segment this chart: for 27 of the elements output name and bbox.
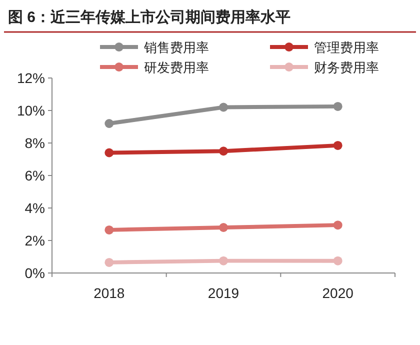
point [104,225,114,234]
point [104,258,114,267]
point [219,223,228,232]
x-tick-label: 2020 [322,285,354,301]
point [333,256,342,266]
x-tick-label: 2018 [94,285,125,301]
y-tick-label: 10% [16,102,45,118]
point [219,146,228,156]
y-tick-label: 4% [24,200,45,216]
y-tick-label: 2% [24,232,45,248]
y-tick-label: 8% [24,135,45,151]
y-tick-label: 6% [24,168,45,184]
legend-label: 管理费用率 [314,40,379,55]
point [333,140,342,150]
x-tick-label: 2019 [208,285,240,301]
point [219,256,228,266]
legend-label: 财务费用率 [314,60,379,75]
point [104,148,114,158]
point [104,119,114,128]
point [219,102,228,112]
y-tick-label: 0% [24,265,45,281]
y-tick-label: 12% [16,70,45,86]
point [333,220,342,230]
legend-label: 研发费用率 [144,60,209,75]
point [333,102,342,111]
legend-label: 销售费用率 [143,40,209,55]
chart-title: 图 6：近三年传媒上市公司期间费用率水平 [8,8,291,26]
